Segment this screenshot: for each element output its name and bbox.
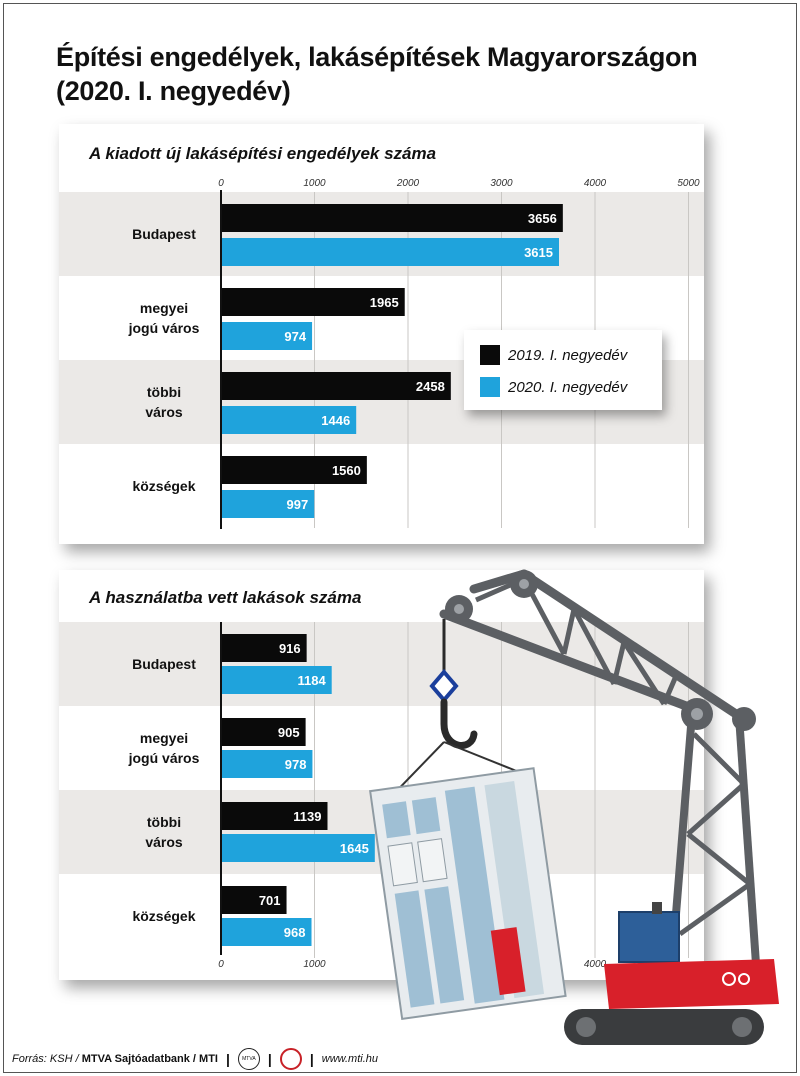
chart-permits: 0 1000 2000 3000 4000 5000 3656 3615 Budapest 196…: [59, 178, 704, 529]
data-label: 3656: [528, 211, 557, 226]
data-label: 701: [259, 893, 281, 908]
category-label: többi: [147, 814, 181, 830]
tick-label: 3000: [490, 178, 513, 189]
page-subtitle: (2020. I. negyedév): [56, 76, 291, 106]
category-label: megyei: [140, 300, 188, 316]
bar: [221, 372, 451, 400]
crane-illustration: [369, 569, 779, 1045]
data-label: 1965: [370, 295, 399, 310]
data-label: 968: [284, 925, 306, 940]
bar: [221, 802, 328, 830]
data-label: 1184: [298, 673, 327, 688]
bar: [221, 204, 563, 232]
category-label: Budapest: [132, 226, 196, 242]
category-band: [59, 622, 704, 706]
category-label: megyei: [140, 730, 188, 746]
legend: 2019. I. negyedév 2020. I. negyedév: [464, 330, 662, 410]
category-label: jogú város: [128, 320, 200, 336]
bar: [221, 288, 405, 316]
bar: [221, 834, 375, 862]
tick-label: 4000: [584, 178, 607, 189]
infographic: Építési engedélyek, lakásépítések Magyar…: [3, 3, 797, 1073]
footer-separator: |: [225, 1051, 230, 1067]
legend-item-2019: 2019. I. negyedév: [480, 344, 627, 366]
bar: [221, 490, 315, 518]
bar: [221, 456, 367, 484]
tick-label: 2000: [396, 178, 420, 189]
legend-swatch-2019: [480, 345, 500, 365]
footer-agency: MTVA Sajtóadatbank / MTI: [81, 1053, 218, 1065]
bar: [221, 322, 313, 350]
bar: [221, 666, 332, 694]
chart-completions: 010002000300040009161184Budapest905978me…: [59, 622, 704, 970]
data-label: 997: [287, 497, 309, 512]
footer-separator: |: [309, 1051, 314, 1067]
mti-logo-icon: [279, 1048, 302, 1070]
data-label: 1645: [340, 841, 369, 856]
legend-label-2019: 2019. I. negyedév: [508, 346, 628, 364]
bar: [221, 634, 307, 662]
chart-permits-panel: A kiadott új lakásépítési engedélyek szá…: [59, 124, 704, 544]
category-label: Budapest: [132, 656, 196, 672]
category-label: többi: [147, 384, 181, 400]
data-label: 1560: [332, 463, 361, 478]
mtva-logo-icon: MTVA: [237, 1048, 260, 1070]
category-label: város: [145, 834, 183, 850]
bar: [221, 406, 357, 434]
category-label: város: [145, 404, 183, 420]
bar: [221, 750, 313, 778]
data-label: 1139: [293, 809, 321, 824]
bar: [221, 886, 287, 914]
tick-label: 0: [218, 959, 224, 970]
tick-label: 4000: [584, 959, 607, 970]
tick-label: 1000: [303, 959, 326, 970]
footer-source: Forrás: KSH /: [12, 1053, 79, 1065]
tick-label: 5000: [677, 178, 700, 189]
category-label: községek: [132, 908, 195, 924]
legend-item-2020: 2020. I. negyedév: [480, 376, 627, 398]
footer: Forrás: KSH / MTVA Sajtóadatbank / MTI |…: [12, 1048, 378, 1070]
data-label: 905: [278, 725, 300, 740]
legend-label-2020: 2020. I. negyedév: [508, 378, 628, 396]
page-title: Építési engedélyek, lakásépítések Magyar…: [56, 42, 698, 72]
footer-separator: |: [267, 1051, 272, 1067]
chart-completions-title: A használatba vett lakások száma: [89, 588, 362, 607]
data-label: 3615: [524, 245, 553, 260]
data-label: 2458: [416, 379, 445, 394]
tick-label: 0: [218, 178, 224, 189]
bar: [221, 238, 560, 266]
data-label: 978: [285, 757, 307, 772]
chart-permits-title: A kiadott új lakásépítési engedélyek szá…: [89, 144, 437, 163]
data-label: 916: [279, 641, 301, 656]
chart-completions-panel: A használatba vett lakások száma 0100020…: [59, 570, 704, 980]
category-label: jogú város: [128, 750, 200, 766]
footer-url[interactable]: www.mti.hu: [321, 1053, 378, 1065]
category-label: községek: [132, 478, 195, 494]
data-label: 1446: [321, 413, 350, 428]
data-label: 974: [284, 329, 306, 344]
crane-icon: [369, 569, 779, 1045]
tick-label: 1000: [303, 178, 326, 189]
bar: [221, 718, 306, 746]
legend-swatch-2020: [480, 377, 500, 397]
bar: [221, 918, 312, 946]
